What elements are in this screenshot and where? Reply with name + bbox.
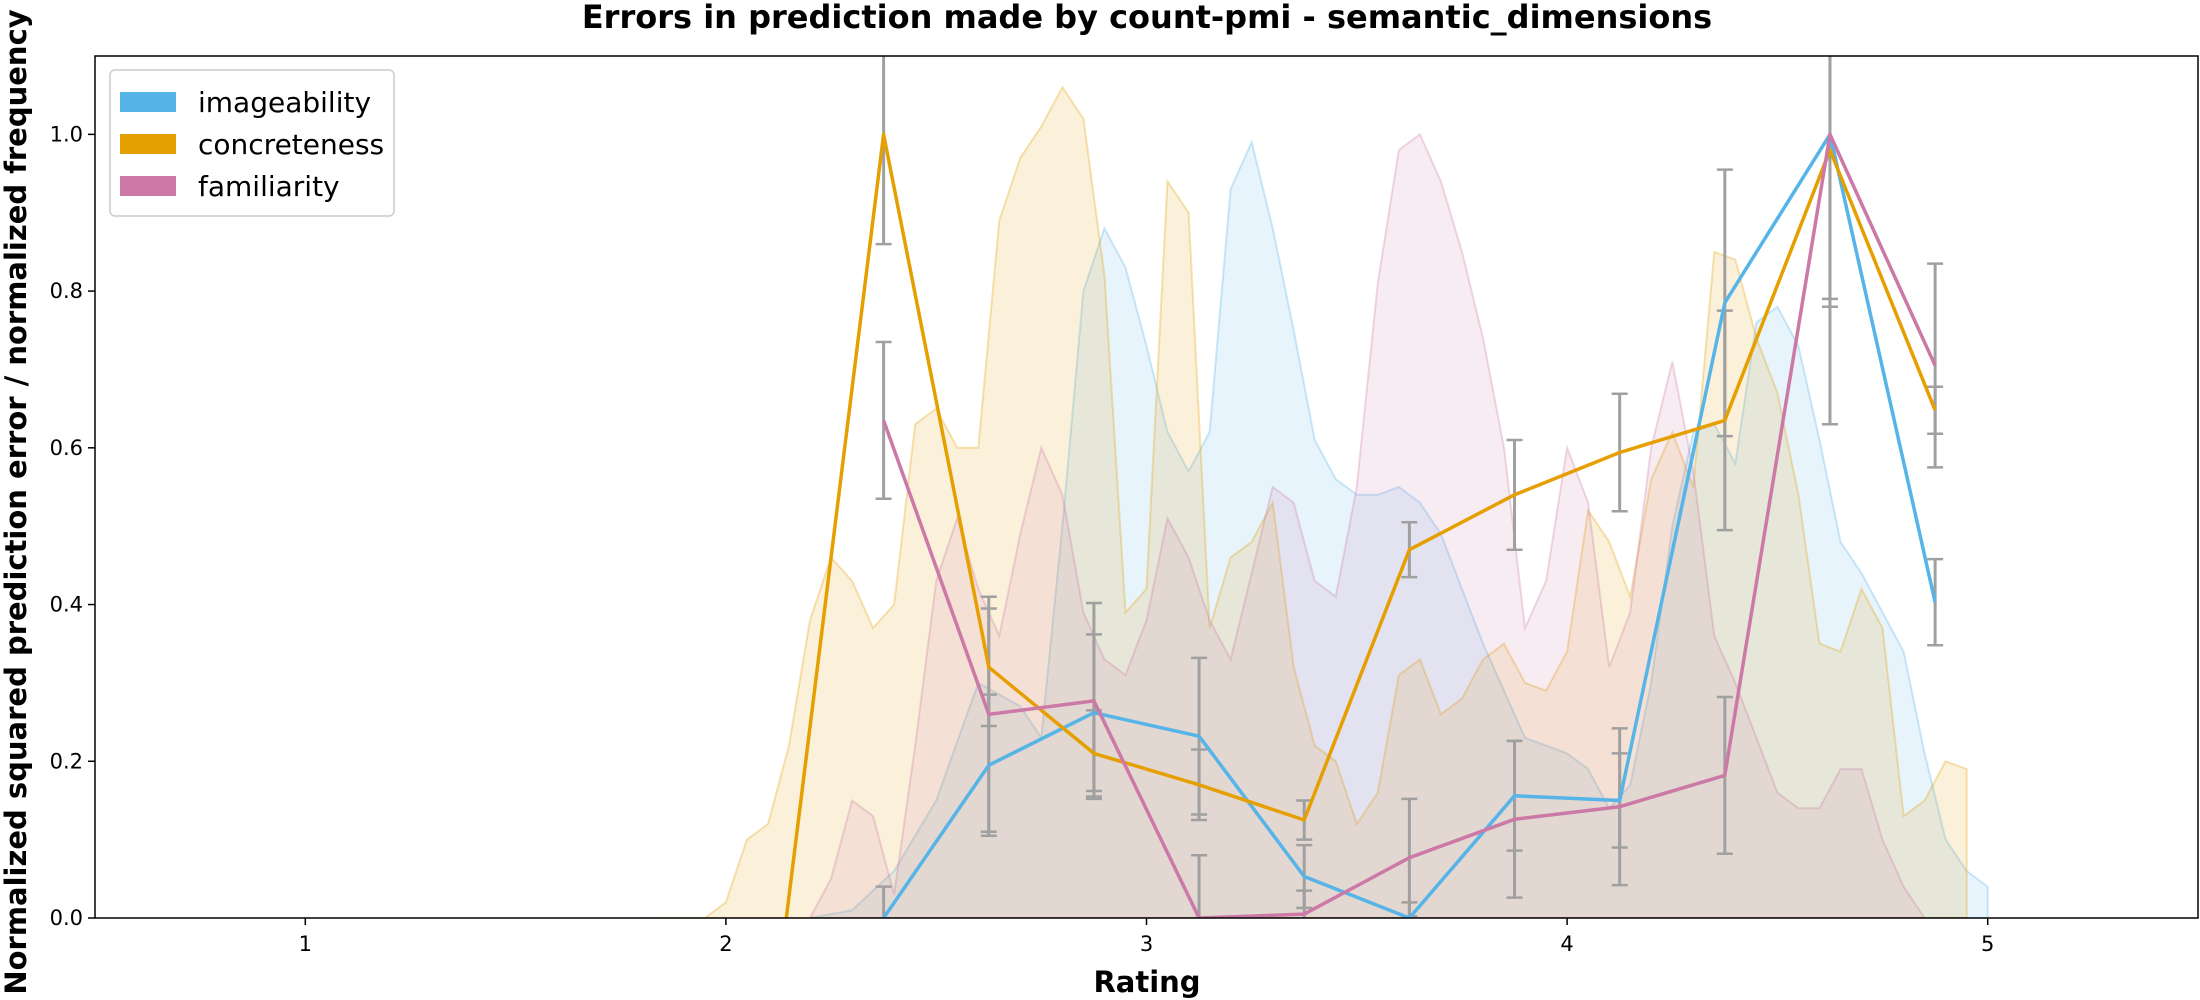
y-tick-label: 0.8 [50, 279, 83, 303]
plot-area: 1 2 3 4 5 0.0 0.2 0.4 0.6 0.8 1.0 [50, 55, 2199, 956]
y-tick-label: 1.0 [50, 122, 83, 146]
y-tick-label: 0.2 [50, 749, 83, 773]
x-tick-label: 1 [299, 932, 312, 956]
legend-label-imageability: imageability [198, 86, 371, 119]
chart-title: Errors in prediction made by count-pmi -… [582, 0, 1712, 36]
x-tick-label: 5 [1981, 932, 1994, 956]
y-tick-label: 0.6 [50, 436, 83, 460]
legend: imageability concreteness familiarity [109, 69, 395, 217]
plot-content [641, 56, 1989, 918]
legend-swatch-concreteness [120, 134, 176, 154]
legend-swatch-imageability [120, 92, 176, 112]
y-tick-label: 0.0 [50, 906, 83, 930]
y-tick-label: 0.4 [50, 593, 83, 617]
x-tick-label: 2 [719, 932, 732, 956]
y-axis-label: Normalized squared prediction error / no… [0, 9, 33, 994]
x-axis-label: Rating [1093, 965, 1200, 999]
legend-label-concreteness: concreteness [198, 128, 384, 161]
frequency-area-familiarity [808, 132, 1967, 918]
legend-box [109, 69, 395, 217]
series-line-imageability [882, 132, 1937, 918]
x-tick-label: 4 [1560, 932, 1573, 956]
legend-label-familiarity: familiarity [198, 170, 340, 203]
x-tick-label: 3 [1140, 932, 1153, 956]
series-line-concreteness [784, 132, 1937, 918]
legend-swatch-familiarity [120, 176, 176, 196]
frequency-area-concreteness [641, 85, 1968, 918]
